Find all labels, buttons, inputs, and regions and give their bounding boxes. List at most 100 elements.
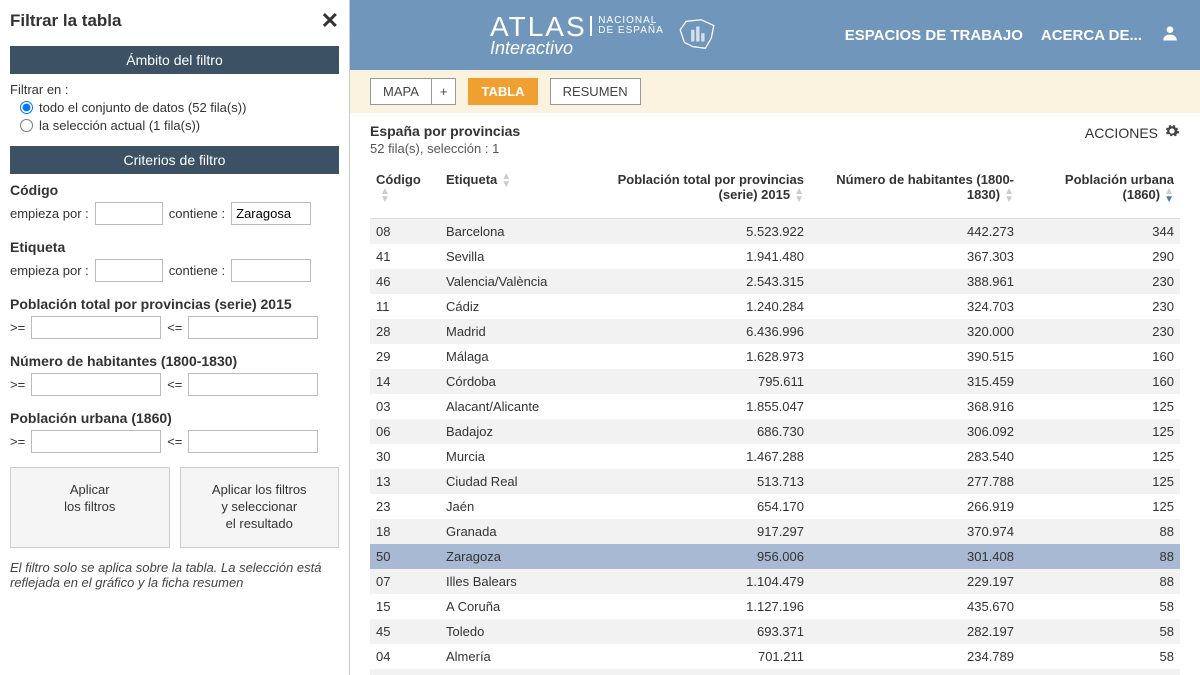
- cell-etiqueta: Illes Balears: [440, 569, 590, 594]
- cell-etiqueta: Zaragoza: [440, 544, 590, 569]
- codigo-starts-input[interactable]: [95, 202, 163, 225]
- tab-tabla[interactable]: TABLA: [468, 78, 537, 105]
- section-criteria: Criterios de filtro: [10, 146, 339, 174]
- apply-filters-button[interactable]: Aplicar los filtros: [10, 467, 170, 548]
- pob-total-gte-input[interactable]: [31, 316, 161, 339]
- table-row[interactable]: 04Almería701.211234.78958: [370, 644, 1180, 669]
- radio-all-dataset[interactable]: todo el conjunto de datos (52 fila(s)): [20, 100, 339, 115]
- col-header-etiqueta[interactable]: Etiqueta▲▼: [440, 162, 590, 218]
- cell-codigo: 08: [370, 218, 440, 244]
- cell-pob-total: 2.543.315: [590, 269, 810, 294]
- etiqueta-group-label: Etiqueta: [10, 239, 339, 255]
- table-row[interactable]: 23Jaén654.170266.919125: [370, 494, 1180, 519]
- col-header-codigo[interactable]: Código▲▼: [370, 162, 440, 218]
- apply-filters-select-button[interactable]: Aplicar los filtros y seleccionar el res…: [180, 467, 340, 548]
- close-icon[interactable]: ✕: [321, 8, 339, 34]
- table-row[interactable]: 11Cádiz1.240.284324.703230: [370, 294, 1180, 319]
- table-row[interactable]: 13Ciudad Real513.713277.788125: [370, 469, 1180, 494]
- data-table-wrap[interactable]: Código▲▼ Etiqueta▲▼ Población total por …: [370, 162, 1180, 675]
- codigo-contains-label: contiene :: [169, 206, 225, 221]
- cell-codigo: 07: [370, 569, 440, 594]
- radio-current-selection[interactable]: la selección actual (1 fila(s)): [20, 118, 339, 133]
- cell-pob-hist: 370.974: [810, 519, 1020, 544]
- table-row[interactable]: 07Illes Balears1.104.479229.19788: [370, 569, 1180, 594]
- sort-icon: ▲▼: [794, 188, 804, 204]
- table-row[interactable]: 18Granada917.297370.97488: [370, 519, 1180, 544]
- cell-pob-hist: 233.477: [810, 669, 1020, 675]
- pob-hist-gte-label: >=: [10, 377, 25, 392]
- cell-pob-total: 654.170: [590, 494, 810, 519]
- tab-mapa[interactable]: MAPA: [370, 78, 431, 105]
- radio-sel-input[interactable]: [20, 119, 33, 132]
- sort-icon: ▲▼: [380, 188, 390, 204]
- col-header-pob-hist[interactable]: Número de habitantes (1800-1830)▲▼: [810, 162, 1020, 218]
- codigo-contains-input[interactable]: [231, 202, 311, 225]
- cell-pob-total: 1.941.480: [590, 244, 810, 269]
- cell-pob-total: 1.467.288: [590, 444, 810, 469]
- etiqueta-starts-label: empieza por :: [10, 263, 89, 278]
- pob-total-group-label: Población total por provincias (serie) 2…: [10, 296, 339, 312]
- cell-pob-urb: 125: [1020, 419, 1180, 444]
- etiqueta-starts-input[interactable]: [95, 259, 163, 282]
- filter-in-label: Filtrar en :: [10, 82, 339, 97]
- pob-hist-group-label: Número de habitantes (1800-1830): [10, 353, 339, 369]
- col-header-pob-total[interactable]: Población total por provincias (serie) 2…: [590, 162, 810, 218]
- cell-etiqueta: Madrid: [440, 319, 590, 344]
- table-row[interactable]: 03Alacant/Alicante1.855.047368.916125: [370, 394, 1180, 419]
- radio-all-input[interactable]: [20, 101, 33, 114]
- cell-pob-urb: 58: [1020, 594, 1180, 619]
- pob-hist-lte-input[interactable]: [188, 373, 318, 396]
- radio-all-label: todo el conjunto de datos (52 fila(s)): [39, 100, 246, 115]
- table-row[interactable]: 08Barcelona5.523.922442.273344: [370, 218, 1180, 244]
- pob-urb-gte-input[interactable]: [31, 430, 161, 453]
- cell-codigo: 41: [370, 244, 440, 269]
- content-subtitle: 52 fila(s), selección : 1: [370, 141, 520, 156]
- cell-codigo: 23: [370, 494, 440, 519]
- table-row[interactable]: 06Badajoz686.730306.092125: [370, 419, 1180, 444]
- table-row[interactable]: 50Zaragoza956.006301.40888: [370, 544, 1180, 569]
- sort-icon: ▲▼: [1164, 188, 1174, 204]
- pob-total-lte-input[interactable]: [188, 316, 318, 339]
- table-row[interactable]: 28Madrid6.436.996320.000230: [370, 319, 1180, 344]
- cell-codigo: 45: [370, 619, 440, 644]
- table-row[interactable]: 43Tarragona795.101233.47758: [370, 669, 1180, 675]
- table-row[interactable]: 46Valencia/València2.543.315388.961230: [370, 269, 1180, 294]
- pob-hist-gte-input[interactable]: [31, 373, 161, 396]
- user-icon[interactable]: [1160, 23, 1180, 47]
- gear-icon: [1164, 123, 1180, 142]
- cell-pob-hist: 388.961: [810, 269, 1020, 294]
- cell-pob-urb: 230: [1020, 294, 1180, 319]
- table-row[interactable]: 30Murcia1.467.288283.540125: [370, 444, 1180, 469]
- radio-sel-label: la selección actual (1 fila(s)): [39, 118, 200, 133]
- cell-pob-total: 795.611: [590, 369, 810, 394]
- cell-pob-hist: 229.197: [810, 569, 1020, 594]
- cell-codigo: 15: [370, 594, 440, 619]
- nav-about[interactable]: ACERCA DE...: [1041, 27, 1142, 44]
- table-row[interactable]: 41Sevilla1.941.480367.303290: [370, 244, 1180, 269]
- cell-pob-urb: 88: [1020, 544, 1180, 569]
- actions-button[interactable]: ACCIONES: [1085, 123, 1180, 142]
- tab-resumen[interactable]: RESUMEN: [550, 78, 641, 105]
- tab-add[interactable]: +: [431, 78, 457, 105]
- cell-pob-urb: 290: [1020, 244, 1180, 269]
- cell-pob-hist: 367.303: [810, 244, 1020, 269]
- cell-codigo: 04: [370, 644, 440, 669]
- cell-pob-hist: 306.092: [810, 419, 1020, 444]
- cell-pob-urb: 344: [1020, 218, 1180, 244]
- cell-pob-total: 1.628.973: [590, 344, 810, 369]
- cell-pob-total: 686.730: [590, 419, 810, 444]
- pob-total-gte-label: >=: [10, 320, 25, 335]
- table-row[interactable]: 29Málaga1.628.973390.515160: [370, 344, 1180, 369]
- cell-pob-total: 701.211: [590, 644, 810, 669]
- cell-etiqueta: Ciudad Real: [440, 469, 590, 494]
- table-row[interactable]: 45Toledo693.371282.19758: [370, 619, 1180, 644]
- etiqueta-contains-input[interactable]: [231, 259, 311, 282]
- table-row[interactable]: 15A Coruña1.127.196435.67058: [370, 594, 1180, 619]
- col-header-pob-urb[interactable]: Población urbana (1860)▲▼: [1020, 162, 1180, 218]
- nav-workspaces[interactable]: ESPACIOS DE TRABAJO: [845, 27, 1023, 44]
- cell-pob-hist: 320.000: [810, 319, 1020, 344]
- spain-map-icon: [676, 13, 718, 58]
- pob-urb-lte-input[interactable]: [188, 430, 318, 453]
- table-row[interactable]: 14Córdoba795.611315.459160: [370, 369, 1180, 394]
- codigo-starts-label: empieza por :: [10, 206, 89, 221]
